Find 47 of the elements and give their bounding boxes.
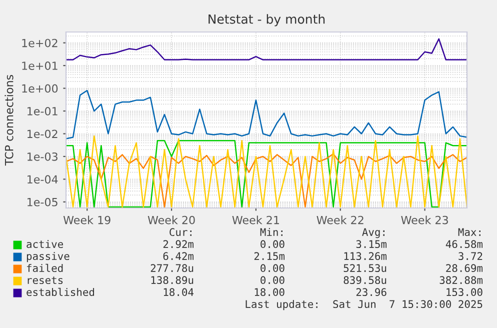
- text: Min:: [260, 228, 282, 236]
- y-tick-label: 1e-01: [28, 106, 58, 116]
- y-tick-label: 1e-04: [28, 175, 58, 184]
- text: Avg:: [362, 228, 384, 238]
- y-tick-label: 1e-05: [28, 198, 58, 206]
- y-tick-label: 1e+02: [22, 38, 58, 48]
- x-tick-label: Week 21: [232, 216, 279, 224]
- text: 0.00: [260, 240, 284, 248]
- text: 23.96: [356, 288, 386, 296]
- y-tick-label: 1e+01: [22, 62, 58, 70]
- text: 382.88m: [440, 276, 483, 284]
- legend-label: passive: [26, 252, 70, 262]
- text: Max:: [458, 228, 480, 236]
- text: 3.72: [458, 252, 482, 260]
- x-tick-label: Week 19: [63, 216, 110, 224]
- text: 0.00: [260, 276, 284, 284]
- x-tick-label: Week 23: [401, 216, 448, 224]
- chart-title: Netstat - by month: [208, 14, 325, 26]
- line-series: [66, 90, 467, 140]
- x-tick-label: Week 22: [316, 216, 364, 224]
- legend-label: resets: [28, 276, 63, 284]
- x-tick-label: Week 20: [148, 216, 195, 224]
- y-tick-label: 1e-03: [28, 152, 58, 161]
- text: 113.26m: [344, 252, 387, 260]
- text: 18.04: [164, 288, 194, 296]
- text: 153.00: [446, 288, 482, 296]
- line-series: [66, 38, 467, 60]
- legend-label: active: [26, 240, 64, 248]
- text: 277.78u: [150, 264, 194, 272]
- text: 0.00: [260, 264, 284, 272]
- y-tick-label: 1e+00: [22, 84, 58, 93]
- y-axis-title: TCP connections: [4, 74, 14, 166]
- text: 138.89u: [151, 276, 194, 284]
- text: 6.42m: [163, 252, 194, 260]
- text: Last update: Sat Jun 7 15:30:00 2025: [246, 300, 482, 310]
- text: 2.15m: [254, 252, 285, 260]
- y-tick-label: 1e-02: [28, 130, 58, 138]
- text: 521.53u: [344, 264, 386, 272]
- text: 18.00: [254, 288, 284, 296]
- text: 46.58m: [446, 240, 483, 248]
- text: 2.92m: [163, 240, 194, 248]
- legend-label: established: [26, 288, 94, 296]
- text: 839.58u: [344, 276, 386, 284]
- text: 28.69m: [446, 264, 483, 272]
- legend-label: failed: [26, 264, 63, 272]
- text: 3.15m: [356, 240, 387, 248]
- text: Cur:: [170, 228, 192, 236]
